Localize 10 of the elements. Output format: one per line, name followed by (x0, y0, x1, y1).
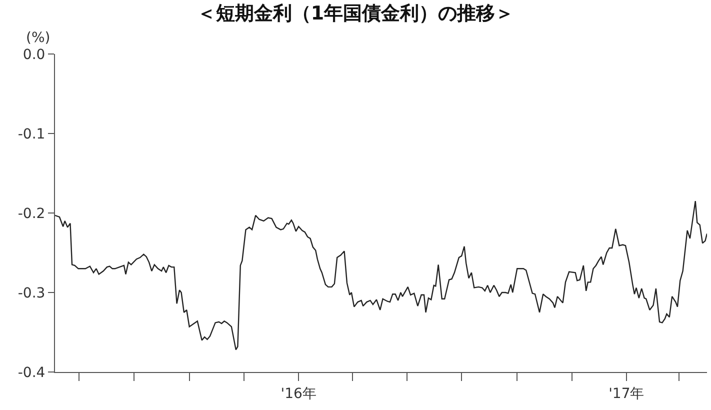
y-tick-label: -0.3 (18, 285, 46, 302)
y-axis-title: (%) (26, 30, 50, 46)
x-tick-label: '17年 (608, 386, 644, 402)
y-tick-label: -0.4 (18, 364, 46, 381)
y-tick-label: 0.0 (22, 46, 46, 63)
y-tick-label: -0.1 (18, 126, 46, 142)
chart-title: ＜短期金利（1年国債金利）の推移＞ (196, 2, 514, 24)
y-tick-label: -0.2 (18, 206, 46, 222)
line-series (55, 200, 707, 350)
x-tick-label: '16年 (280, 386, 316, 402)
